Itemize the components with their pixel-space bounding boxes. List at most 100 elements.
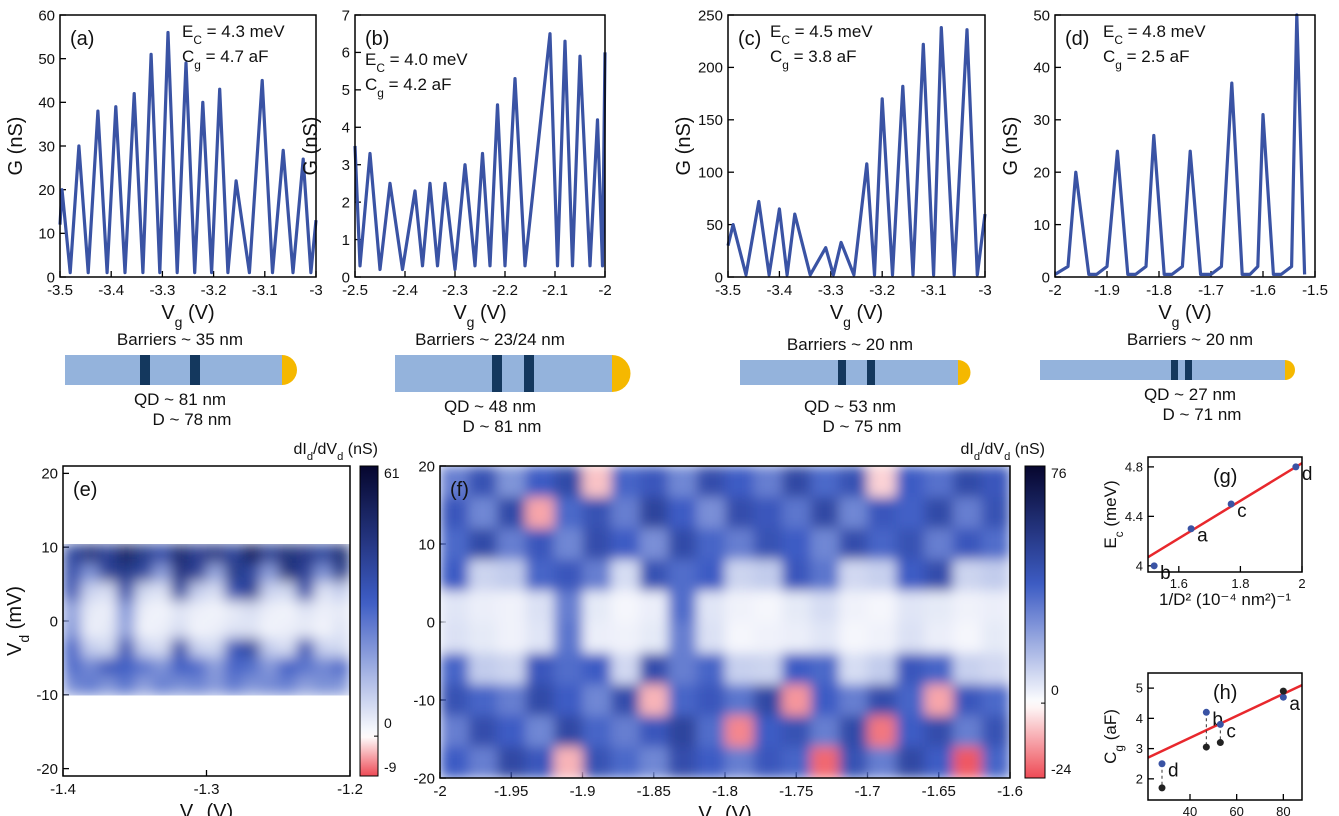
x-tick-label: 1.6 bbox=[1170, 576, 1188, 591]
qd-label: QD ~ 27 nm bbox=[1144, 385, 1236, 404]
x-tick-label: -2.5 bbox=[342, 282, 368, 299]
fit-line bbox=[1148, 683, 1302, 759]
heat-cell bbox=[206, 619, 225, 639]
heat-cell bbox=[839, 622, 868, 654]
heat-cell bbox=[696, 528, 726, 561]
heat-cell bbox=[554, 746, 583, 778]
heat-cell bbox=[696, 590, 726, 623]
heat-cell bbox=[332, 600, 350, 621]
heat-cell bbox=[206, 675, 225, 696]
annotation-sub: g bbox=[1115, 58, 1122, 72]
heat-cell bbox=[98, 563, 118, 583]
y-tick-label: 0 bbox=[427, 614, 435, 631]
fit-line bbox=[1148, 462, 1302, 559]
colorbar-title-part: (nS) bbox=[343, 441, 378, 458]
y-tick-label: 7 bbox=[342, 7, 350, 24]
heat-cell bbox=[981, 622, 1010, 654]
heat-cell bbox=[278, 600, 297, 621]
heatmap bbox=[440, 466, 1010, 778]
y-tick-label: 30 bbox=[1033, 112, 1050, 129]
heat-cell bbox=[170, 657, 190, 677]
heat-cell bbox=[188, 638, 207, 658]
plot-frame bbox=[1054, 14, 1316, 278]
x-tick-label: 80 bbox=[1276, 804, 1290, 816]
heat-cell bbox=[332, 638, 350, 658]
heat-cell bbox=[554, 622, 583, 654]
heat-cell bbox=[981, 466, 1010, 498]
annotation: Cg = 2.5 aF bbox=[1103, 47, 1189, 72]
x-axis-label-part: (V) bbox=[719, 803, 751, 816]
heat-cell bbox=[296, 619, 315, 639]
heat-cell bbox=[782, 622, 811, 654]
heat-cell bbox=[116, 581, 136, 602]
panel-label: (f) bbox=[450, 479, 469, 501]
y-axis-label-part: G (nS) bbox=[673, 117, 695, 176]
heat-cell bbox=[296, 581, 315, 602]
heat-cell bbox=[582, 497, 612, 529]
heat-cell bbox=[468, 622, 498, 654]
x-tick-label: -3.5 bbox=[47, 282, 73, 299]
heat-cell bbox=[782, 684, 811, 717]
heat-cell bbox=[611, 684, 640, 717]
x-axis-label-sub: g bbox=[843, 314, 851, 330]
barrier bbox=[838, 360, 846, 385]
heat-cell bbox=[170, 675, 190, 696]
heat-cell bbox=[260, 563, 279, 583]
qd-label: QD ~ 81 nm bbox=[134, 390, 226, 409]
heat-cell bbox=[278, 544, 297, 564]
heat-cell bbox=[170, 600, 190, 621]
annotation: EC = 4.8 meV bbox=[1103, 22, 1206, 47]
y-axis-label-part: G (nS) bbox=[5, 117, 27, 176]
x-tick-label: -3.5 bbox=[715, 282, 741, 299]
heat-cell bbox=[896, 746, 925, 778]
heat-cell bbox=[953, 559, 982, 592]
heat-cell bbox=[170, 581, 190, 602]
y-axis-label: Cg (aF) bbox=[1101, 709, 1126, 764]
x-tick-label: -3.2 bbox=[201, 282, 227, 299]
y-tick-label: 30 bbox=[38, 138, 55, 155]
heat-cell bbox=[206, 638, 225, 658]
heat-cell bbox=[525, 497, 555, 529]
heat-cell bbox=[525, 590, 555, 623]
colorbar-tick-label: -9 bbox=[384, 759, 397, 775]
y-tick-label: 6 bbox=[342, 45, 350, 62]
heat-cell bbox=[497, 715, 526, 748]
heat-cell bbox=[224, 675, 243, 696]
heat-cell bbox=[696, 466, 726, 498]
panel-label: (a) bbox=[70, 28, 94, 50]
y-axis-label: G (nS) bbox=[1000, 117, 1022, 176]
heat-cell bbox=[981, 559, 1010, 592]
colorbar-title-part: /dV bbox=[313, 441, 337, 458]
heat-cell bbox=[810, 528, 840, 561]
heat-cell bbox=[188, 600, 207, 621]
heat-cell bbox=[896, 684, 925, 717]
x-axis-label: Vg (V) bbox=[180, 801, 233, 816]
heat-cell bbox=[80, 544, 100, 564]
heat-cell bbox=[611, 590, 640, 623]
heat-cell bbox=[696, 684, 726, 717]
panel-label: (g) bbox=[1213, 466, 1237, 488]
heat-cell bbox=[63, 563, 82, 583]
plot-frame bbox=[1147, 672, 1303, 801]
d-label: D ~ 81 nm bbox=[463, 417, 542, 436]
heat-cell bbox=[839, 715, 868, 748]
x-axis-label-part: V bbox=[830, 302, 844, 324]
heat-cell bbox=[639, 715, 669, 748]
heat-cell bbox=[668, 559, 697, 592]
barriers-label: Barriers ~ 20 nm bbox=[1127, 330, 1253, 349]
qd-label: QD ~ 53 nm bbox=[804, 397, 896, 416]
heat-cell bbox=[98, 657, 118, 677]
heat-cell bbox=[839, 497, 868, 529]
heat-cell bbox=[134, 619, 154, 639]
y-tick-label: 20 bbox=[38, 182, 55, 199]
y-tick-label: 10 bbox=[41, 539, 58, 556]
x-tick-label: -1.9 bbox=[570, 783, 596, 800]
heat-cell bbox=[134, 563, 154, 583]
heat-cell bbox=[440, 715, 469, 748]
heat-cell bbox=[116, 638, 136, 658]
data-point bbox=[1187, 525, 1195, 533]
heat-cell bbox=[525, 622, 555, 654]
heat-cell bbox=[63, 581, 82, 602]
heat-cell bbox=[867, 528, 897, 561]
conductance-line bbox=[58, 30, 318, 275]
